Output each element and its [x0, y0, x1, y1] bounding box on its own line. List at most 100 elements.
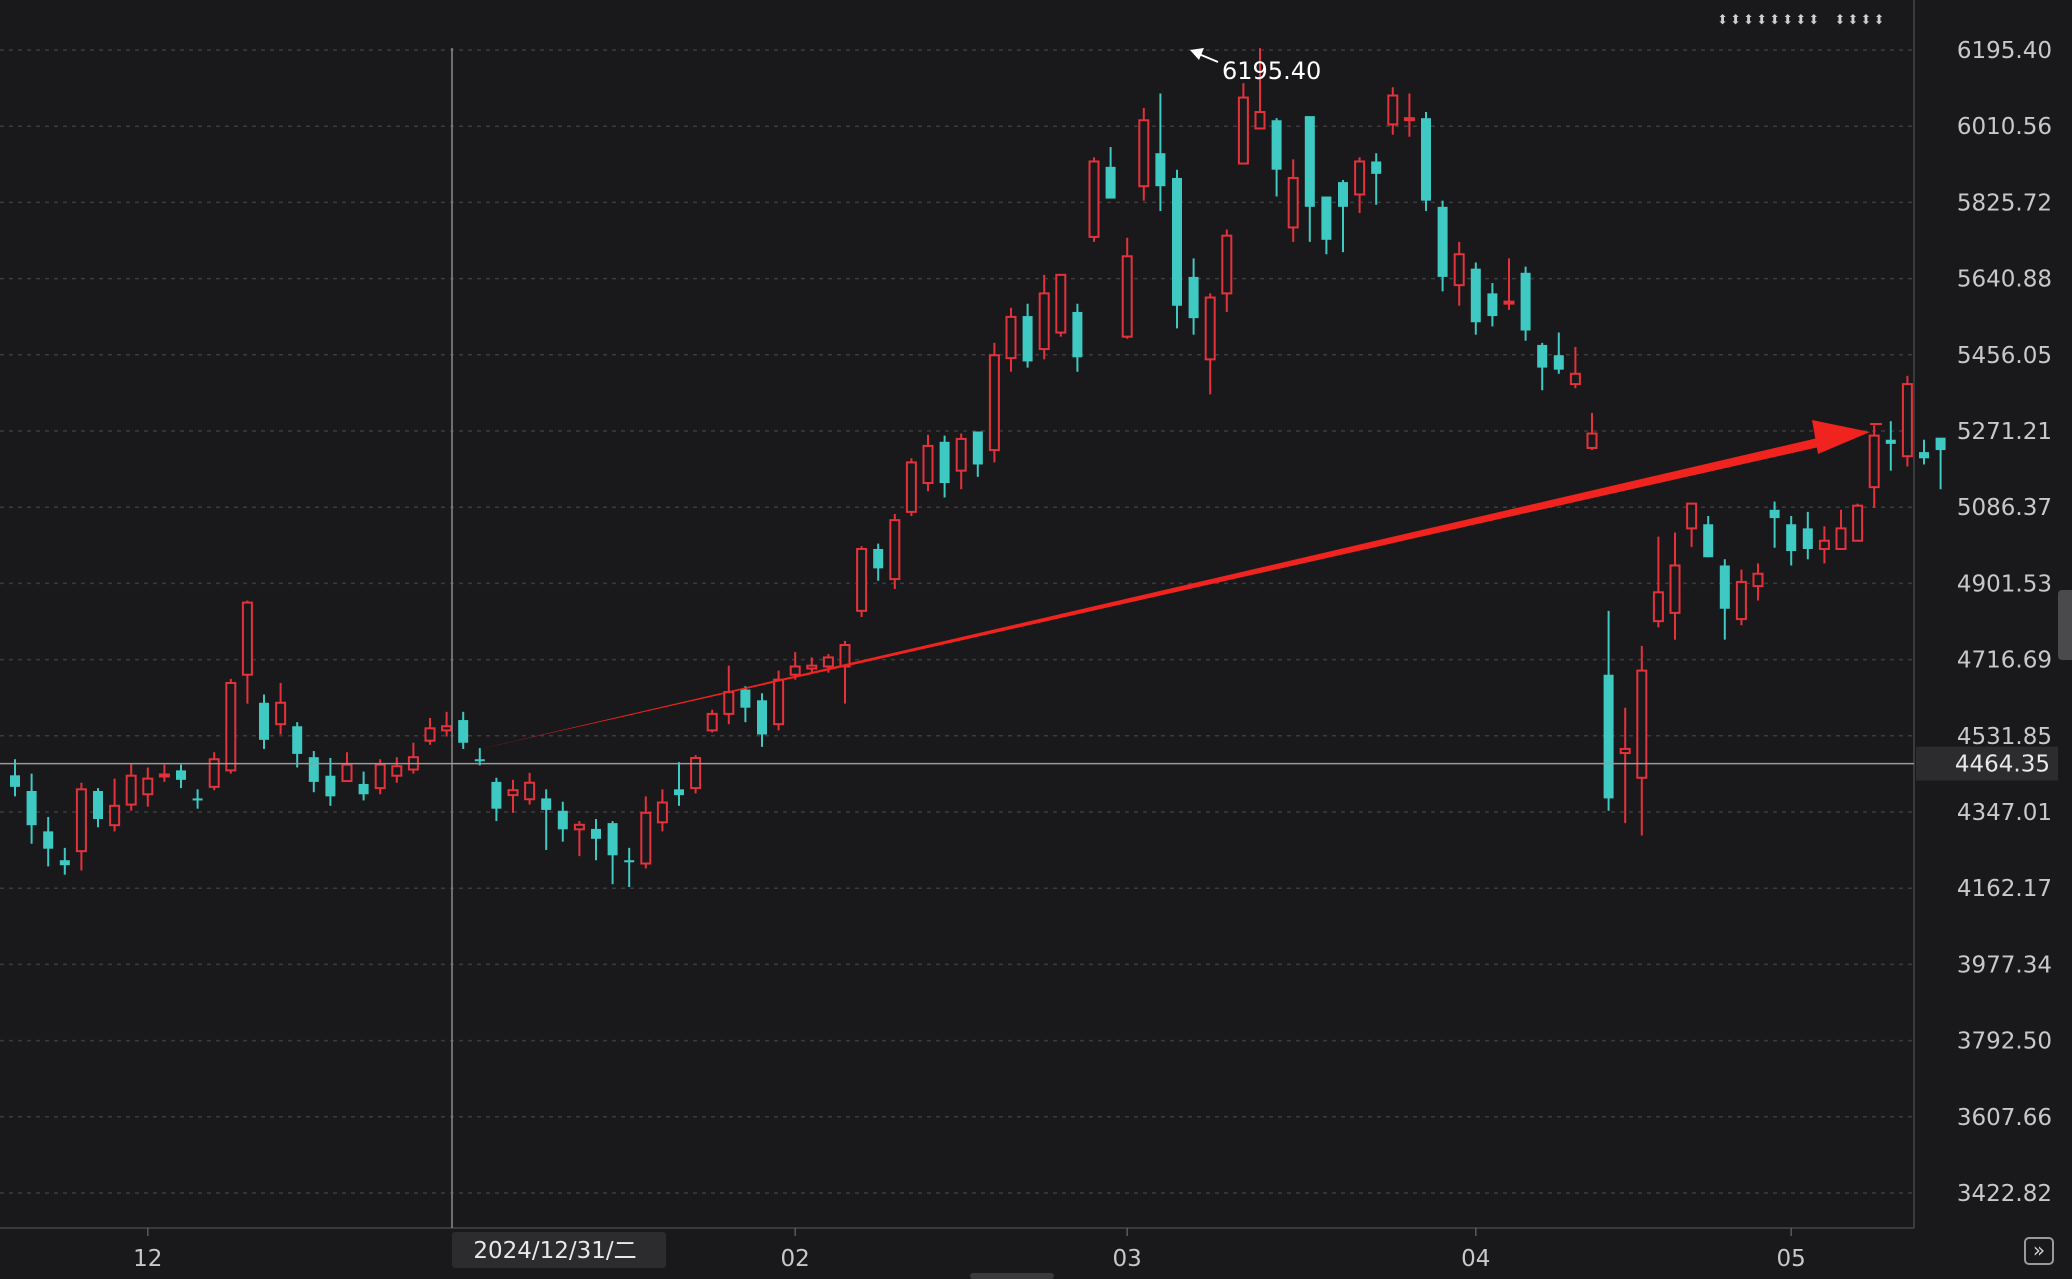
candle — [1172, 169, 1182, 329]
candle — [1038, 274, 1050, 360]
candle — [325, 757, 336, 806]
peak-annotation: 6195.40 — [1190, 48, 1321, 85]
crosshair-date-box — [452, 1232, 666, 1268]
y-tick-label: 6010.56 — [1957, 114, 2052, 140]
crosshair-price-label: 4464.35 — [1955, 752, 2050, 778]
candle — [1553, 332, 1564, 374]
candle — [591, 819, 601, 861]
peak-price-label: 6195.40 — [1222, 57, 1321, 85]
candle — [1321, 196, 1332, 255]
candle — [939, 435, 950, 498]
candle — [955, 433, 967, 490]
candle — [1221, 229, 1233, 312]
candle — [176, 764, 186, 789]
candle — [1204, 293, 1216, 395]
candle — [1901, 375, 1913, 467]
candle — [789, 652, 801, 680]
y-tick-label: 3792.50 — [1957, 1029, 2052, 1055]
candle — [988, 342, 1000, 463]
candle — [1769, 501, 1780, 548]
trend-arrow-head[interactable] — [1812, 420, 1870, 454]
candle — [889, 513, 901, 589]
candle — [1005, 307, 1017, 372]
candle — [1287, 159, 1299, 242]
candle — [142, 767, 154, 807]
candle — [1072, 303, 1083, 372]
candle — [1055, 273, 1067, 337]
x-tick-label: 02 — [781, 1246, 810, 1272]
candle — [358, 771, 369, 801]
y-tick-label: 4347.01 — [1957, 800, 2052, 826]
candle — [1338, 180, 1348, 253]
candle — [208, 752, 220, 791]
y-tick-label: 3422.82 — [1957, 1181, 2052, 1207]
candle — [109, 778, 121, 832]
candle — [1487, 283, 1498, 327]
candle — [1652, 536, 1664, 628]
candles — [10, 48, 1946, 888]
candle — [1619, 707, 1631, 824]
candle — [656, 789, 668, 832]
y-tick-label: 5086.37 — [1957, 495, 2052, 521]
candle — [125, 763, 137, 811]
y-tick-label: 5825.72 — [1957, 190, 2052, 216]
indicator-icons[interactable]: ⬍⬍⬍⬍⬍⬍⬍⬍ ⬍⬍⬍⬍ — [1716, 7, 1886, 31]
x-tick-label: 03 — [1113, 1246, 1142, 1272]
candle — [640, 796, 652, 869]
candle — [93, 788, 103, 828]
candle — [873, 543, 884, 581]
candle — [158, 764, 170, 782]
y-tick-label: 4531.85 — [1957, 724, 2052, 750]
y-tick-label: 4162.17 — [1957, 876, 2052, 902]
candle — [1022, 303, 1033, 368]
candle — [757, 693, 767, 747]
candle — [75, 782, 87, 871]
candle — [1603, 610, 1614, 811]
candle — [1569, 346, 1581, 389]
candle — [573, 821, 585, 857]
candle — [1105, 147, 1116, 199]
candle — [458, 711, 469, 749]
candle — [1520, 266, 1531, 341]
candle — [557, 801, 568, 842]
y-tick-label: 4716.69 — [1957, 648, 2052, 674]
crosshair-date-label: 2024/12/31/二 — [473, 1238, 636, 1264]
candle — [1155, 93, 1166, 211]
candle — [424, 718, 436, 745]
candle — [1802, 511, 1813, 560]
candle — [59, 847, 70, 875]
candle — [905, 458, 917, 517]
candle — [1271, 118, 1282, 197]
candle — [1088, 157, 1100, 242]
trend-arrow-shaft[interactable] — [480, 430, 1852, 749]
price-grid — [0, 49, 1914, 1194]
x-tick-label: 04 — [1461, 1246, 1490, 1272]
side-panel-handle[interactable] — [2058, 590, 2072, 660]
candle — [922, 434, 934, 492]
candle — [241, 600, 253, 704]
time-scrollbar-thumb[interactable] — [970, 1273, 1054, 1279]
candle — [674, 762, 684, 806]
candle — [1868, 425, 1880, 508]
candle — [474, 748, 485, 766]
candle — [292, 722, 303, 768]
candle — [524, 772, 536, 805]
candle — [1470, 262, 1481, 335]
y-tick-label: 5456.05 — [1957, 343, 2052, 369]
candle — [491, 777, 502, 822]
candle — [1138, 107, 1150, 201]
candle — [1387, 87, 1399, 135]
candle — [1786, 516, 1797, 566]
candle — [1752, 563, 1764, 601]
candle — [624, 847, 635, 888]
candle — [1403, 93, 1415, 137]
candle — [1818, 526, 1830, 564]
y-tick-label: 3977.34 — [1957, 952, 2052, 978]
candle — [192, 789, 203, 809]
candle — [1935, 437, 1946, 490]
price-axis-labels: 6195.40 6010.56 5825.72 5640.88 5456.05 5271.… — [1957, 38, 2052, 1207]
scroll-latest-button[interactable]: » — [2024, 1237, 2054, 1265]
candle — [806, 657, 818, 673]
